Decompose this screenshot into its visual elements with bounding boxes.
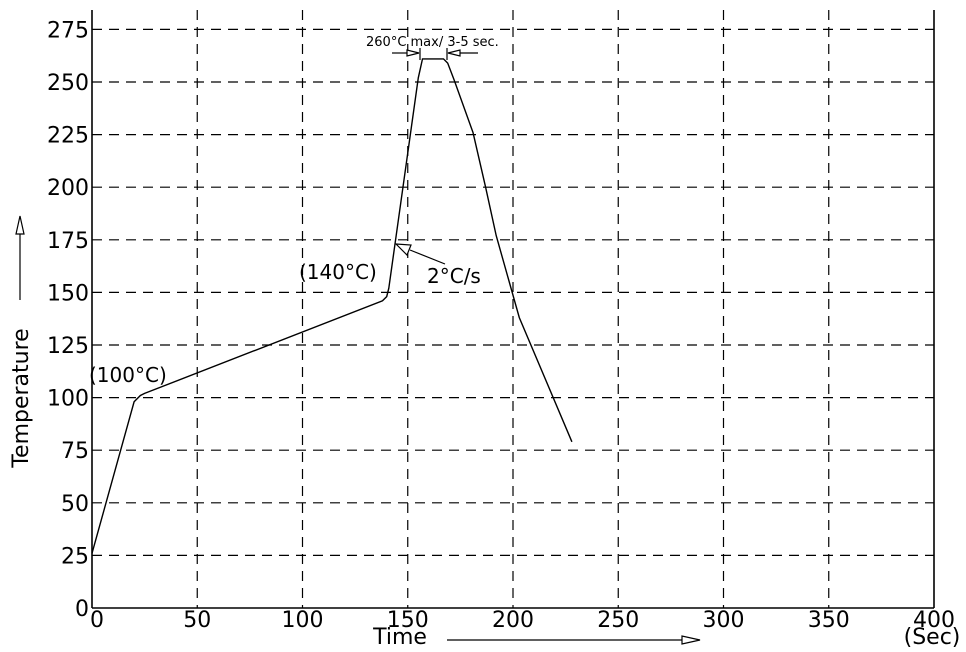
x-tick-label-50: 50 [183,608,211,633]
y-tick-label-200: 200 [47,176,89,201]
x-tick-label-150: 150 [387,608,429,633]
annotation-peak: 260°C max/ 3-5 sec. [366,35,499,50]
x-tick-label-400: 400 [913,608,955,633]
x-tick-label-0: 0 [90,608,104,633]
annotation-100c: (100°C) [89,363,167,387]
x-tick-label-100: 100 [282,608,324,633]
y-tick-label-25: 25 [61,544,89,569]
y-tick-label-75: 75 [61,439,89,464]
x-tick-label-250: 250 [597,608,639,633]
y-tick-label-150: 150 [47,281,89,306]
y-axis-title: Temperature [9,328,34,468]
rate-arrow [394,243,446,265]
x-axis-unit: (Sec) [904,625,961,650]
x-tick-label-200: 200 [492,608,534,633]
x-tick-labels: 0 50 100 150 200 250 300 350 400 [90,608,955,633]
y-tick-labels: 0 25 50 75 100 125 150 175 200 225 250 275 [47,18,89,622]
y-tick-label-100: 100 [47,387,89,412]
y-tick-label-275: 275 [47,18,89,43]
x-tick-label-350: 350 [808,608,850,633]
peak-time-marker [392,48,478,60]
x-tick-label-300: 300 [703,608,745,633]
annotation-140c: (140°C) [299,260,377,284]
y-tick-label-0: 0 [75,597,89,622]
grid [92,10,934,608]
y-tick-label-175: 175 [47,229,89,254]
x-axis-title: Time [372,625,427,650]
annotation-rate: 2°C/s [427,264,481,288]
y-tick-label-250: 250 [47,71,89,96]
y-tick-label-50: 50 [61,492,89,517]
x-axis-arrow [447,635,701,645]
axes [91,10,935,609]
temperature-profile-line [91,58,573,554]
y-axis-arrow [15,215,25,300]
y-tick-label-125: 125 [47,334,89,359]
y-tick-label-225: 225 [47,124,89,149]
